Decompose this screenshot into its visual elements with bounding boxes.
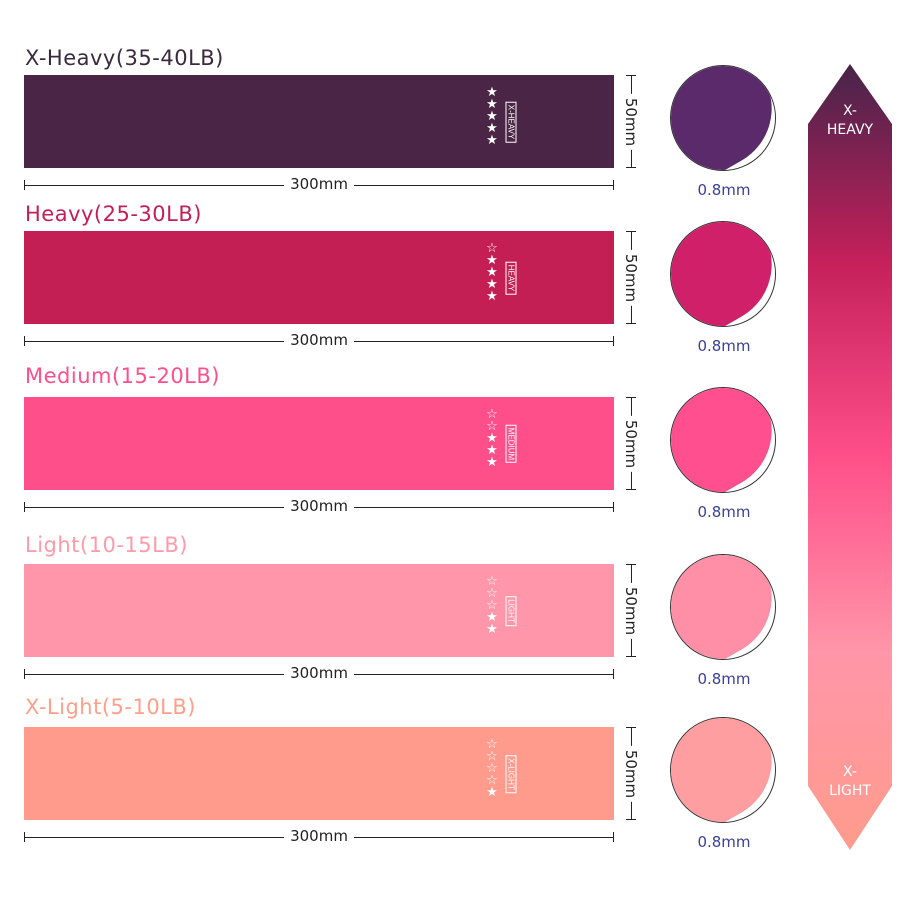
band-swatch: ☆ ★ ★ ★ ★ HEAVY <box>24 231 614 324</box>
star-rating: ☆ ☆ ★ ★ ★ <box>486 407 498 470</box>
star-filled-icon: ★ <box>486 85 498 100</box>
star-outline-icon: ☆ <box>486 737 498 752</box>
band-title: Heavy(25-30LB) <box>25 202 202 226</box>
thickness-label: 0.8mm <box>697 181 751 199</box>
star-filled-icon: ★ <box>486 97 498 112</box>
star-filled-icon: ★ <box>486 265 498 280</box>
star-filled-icon: ★ <box>486 253 498 268</box>
width-dimension: 50mm <box>622 231 640 324</box>
thickness-label: 0.8mm <box>697 503 751 521</box>
band-title: X-Light(5-10LB) <box>25 695 196 719</box>
width-dimension: 50mm <box>622 564 640 657</box>
band-level-label: HEAVY <box>504 249 518 307</box>
star-outline-icon: ☆ <box>486 598 498 613</box>
band-level-label: MEDIUM <box>504 415 518 473</box>
thickness-closeup <box>670 221 776 327</box>
length-dimension: 300mm <box>24 664 614 682</box>
thickness-label: 0.8mm <box>697 670 751 688</box>
band-level-label: LIGHT <box>504 582 518 640</box>
scale-top-label: X- HEAVY <box>826 103 874 138</box>
width-dimension: 50mm <box>622 75 640 168</box>
length-dimension: 300mm <box>24 497 614 515</box>
band-swatch: ☆ ☆ ☆ ☆ ★ X-LIGHT <box>24 727 614 820</box>
star-outline-icon: ☆ <box>486 419 498 434</box>
intensity-scale-arrow <box>808 64 892 850</box>
star-outline-icon: ☆ <box>486 586 498 601</box>
star-filled-icon: ★ <box>486 277 498 292</box>
star-outline-icon: ☆ <box>486 773 498 788</box>
thickness-label: 0.8mm <box>697 337 751 355</box>
length-dimension: 300mm <box>24 175 614 193</box>
star-outline-icon: ☆ <box>486 574 498 589</box>
band-swatch: ☆ ☆ ★ ★ ★ MEDIUM <box>24 397 614 490</box>
star-outline-icon: ☆ <box>486 761 498 776</box>
star-rating: ☆ ☆ ☆ ☆ ★ <box>486 737 498 800</box>
band-swatch: ★ ★ ★ ★ ★ X-HEAVY <box>24 75 614 168</box>
band-title: Medium(15-20LB) <box>25 364 220 388</box>
length-dimension: 300mm <box>24 827 614 845</box>
star-filled-icon: ★ <box>486 109 498 124</box>
width-dimension: 50mm <box>622 397 640 490</box>
band-level-label: X-LIGHT <box>504 745 518 803</box>
length-dimension: 300mm <box>24 331 614 349</box>
thickness-closeup <box>670 65 776 171</box>
star-rating: ☆ ☆ ☆ ★ ★ <box>486 574 498 637</box>
star-outline-icon: ☆ <box>486 407 498 422</box>
width-dimension: 50mm <box>622 727 640 820</box>
band-swatch: ☆ ☆ ☆ ★ ★ LIGHT <box>24 564 614 657</box>
star-filled-icon: ★ <box>486 133 498 148</box>
band-level-label: X-HEAVY <box>504 93 518 151</box>
star-filled-icon: ★ <box>486 289 498 304</box>
band-title: Light(10-15LB) <box>25 533 188 557</box>
star-filled-icon: ★ <box>486 455 498 470</box>
star-rating: ★ ★ ★ ★ ★ <box>486 85 498 148</box>
band-title: X-Heavy(35-40LB) <box>25 46 224 70</box>
thickness-label: 0.8mm <box>697 833 751 851</box>
star-rating: ☆ ★ ★ ★ ★ <box>486 241 498 304</box>
star-outline-icon: ☆ <box>486 241 498 256</box>
star-filled-icon: ★ <box>486 610 498 625</box>
thickness-closeup <box>670 387 776 493</box>
thickness-closeup <box>670 554 776 660</box>
star-filled-icon: ★ <box>486 121 498 136</box>
scale-bottom-label: X- LIGHT <box>829 764 871 799</box>
thickness-closeup <box>670 717 776 823</box>
star-filled-icon: ★ <box>486 622 498 637</box>
star-filled-icon: ★ <box>486 785 498 800</box>
star-filled-icon: ★ <box>486 431 498 446</box>
star-filled-icon: ★ <box>486 443 498 458</box>
star-outline-icon: ☆ <box>486 749 498 764</box>
